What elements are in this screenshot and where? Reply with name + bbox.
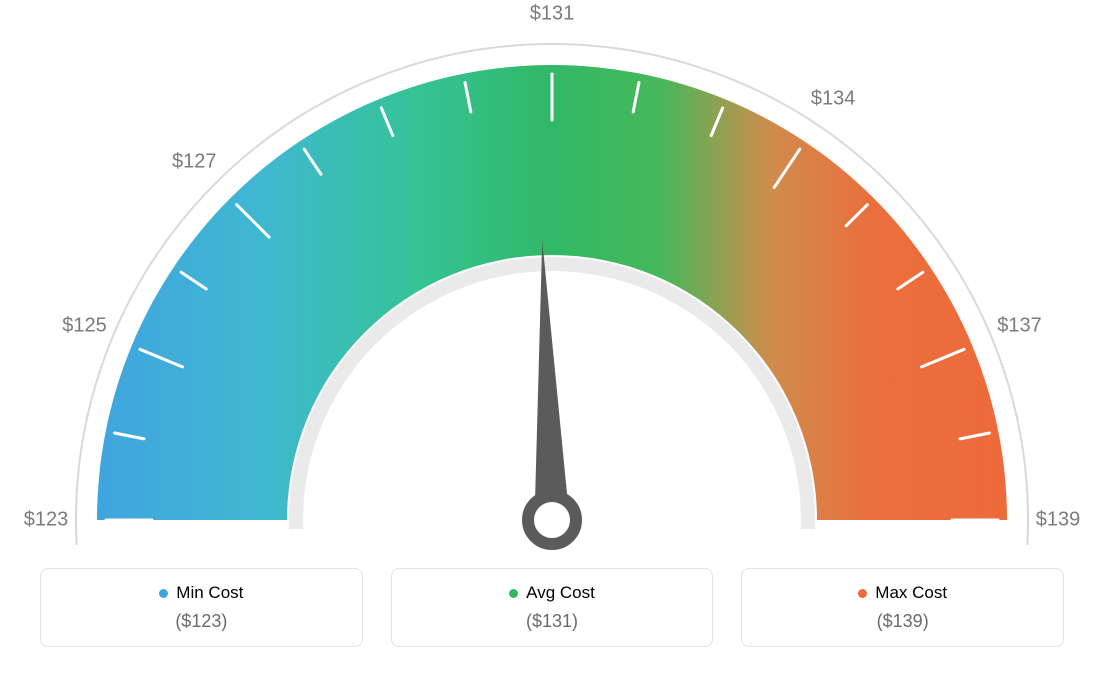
legend-card-max: Max Cost ($139) — [741, 568, 1064, 647]
legend-row: Min Cost ($123) Avg Cost ($131) Max Cost… — [0, 568, 1104, 647]
legend-label: Min Cost — [176, 583, 243, 603]
legend-value: ($123) — [51, 611, 352, 632]
tick-label: $131 — [530, 3, 575, 26]
tick-label: $127 — [172, 151, 217, 174]
dot-icon — [159, 589, 168, 598]
legend-title-avg: Avg Cost — [509, 583, 595, 603]
tick-label: $125 — [62, 315, 107, 338]
legend-card-avg: Avg Cost ($131) — [391, 568, 714, 647]
dot-icon — [509, 589, 518, 598]
tick-label: $134 — [811, 88, 856, 111]
gauge-area: $123 $125 $127 $131 $134 $137 $139 — [0, 0, 1104, 560]
legend-value: ($139) — [752, 611, 1053, 632]
dot-icon — [858, 589, 867, 598]
tick-label: $137 — [997, 315, 1042, 338]
gauge-chart-wrapper: $123 $125 $127 $131 $134 $137 $139 Min Cost ($… — [0, 0, 1104, 690]
legend-title-max: Max Cost — [858, 583, 947, 603]
tick-label: $139 — [1036, 509, 1081, 532]
legend-label: Avg Cost — [526, 583, 595, 603]
legend-card-min: Min Cost ($123) — [40, 568, 363, 647]
tick-label: $123 — [24, 509, 69, 532]
gauge-svg — [0, 0, 1104, 560]
legend-label: Max Cost — [875, 583, 947, 603]
legend-title-min: Min Cost — [159, 583, 243, 603]
legend-value: ($131) — [402, 611, 703, 632]
